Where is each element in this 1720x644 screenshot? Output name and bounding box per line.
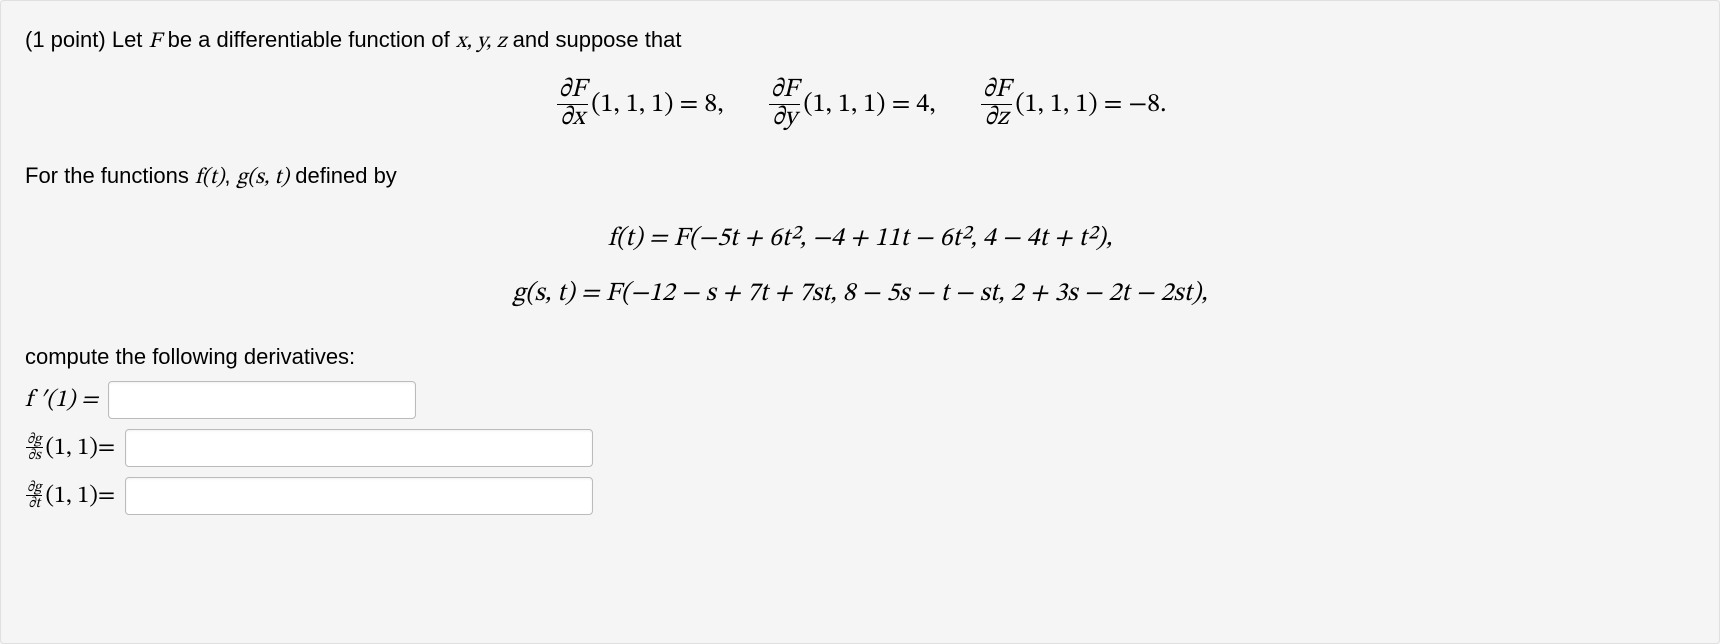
sym-xyz: x, y, z (456, 31, 507, 53)
ans3-input[interactable] (125, 477, 593, 515)
eq-z: = (1098, 92, 1129, 118)
partial-z: ∂F ∂z (1, 1, 1) = −8. (978, 77, 1167, 133)
partial-x: ∂F ∂x (1, 1, 1) = 8, (554, 77, 724, 133)
for-pre: For the functions (25, 163, 195, 188)
dy: ∂y (772, 105, 797, 131)
pt-z: (1, 1, 1) (1015, 92, 1097, 118)
val-y: 4, (916, 92, 935, 118)
points-prefix: (1 point) (25, 27, 112, 52)
pt-x: (1, 1, 1) (591, 92, 673, 118)
dx: ∂x (560, 105, 585, 131)
ans3-dt: ∂t (26, 495, 42, 511)
dF-z: ∂F (983, 77, 1011, 103)
ans2-label: ∂g ∂s (1, 1) = (25, 432, 115, 463)
pt-y: (1, 1, 1) (803, 92, 885, 118)
ans3-pt: (1, 1) (45, 481, 97, 511)
val-z: −8. (1128, 92, 1166, 118)
ans2-pt: (1, 1) (45, 433, 97, 463)
answer-row-1: f ′(1) = (25, 379, 1695, 421)
ans1-input[interactable] (108, 381, 416, 419)
ans2-dg: ∂g (25, 432, 43, 447)
ans2-eq: = (98, 433, 115, 463)
g-def-text: g(s, t) = F(−12 − s + 7t + 7st, 8 − 5s −… (513, 281, 1208, 307)
f-definition: f(t) = F(−5t + 6t², −4 + 11t − 6t², 4 − … (25, 219, 1695, 261)
answer-row-2: ∂g ∂s (1, 1) = (25, 427, 1695, 469)
compute-line: compute the following derivatives: (25, 340, 1695, 373)
answer-row-3: ∂g ∂t (1, 1) = (25, 475, 1695, 517)
intro-suffix: and suppose that (507, 27, 682, 52)
partials-row: ∂F ∂x (1, 1, 1) = 8, ∂F ∂y (1, 1, 1) = 4… (25, 77, 1695, 133)
eq-x: = (673, 92, 704, 118)
val-x: 8, (704, 92, 723, 118)
intro-before: Let (112, 27, 149, 52)
g-definition: g(s, t) = F(−12 − s + 7t + 7st, 8 − 5s −… (25, 274, 1695, 316)
problem-container: (1 point) Let F be a differentiable func… (0, 0, 1720, 644)
intro-mid: be a differentiable function of (161, 27, 455, 52)
ans1-label: f ′(1) = (25, 385, 98, 415)
for-post: defined by (289, 163, 397, 188)
ans3-dg: ∂g (25, 480, 43, 495)
sym-F: F (149, 31, 162, 53)
fn-ft: f(t) (195, 167, 224, 189)
f-def-text: f(t) = F(−5t + 6t², −4 + 11t − 6t², 4 − … (608, 226, 1112, 252)
partial-y: ∂F ∂y (1, 1, 1) = 4, (766, 77, 936, 133)
dF-x: ∂F (559, 77, 587, 103)
ans2-ds: ∂s (26, 447, 43, 463)
dz: ∂z (984, 105, 1008, 131)
dF-y: ∂F (771, 77, 799, 103)
ans3-label: ∂g ∂t (1, 1) = (25, 480, 115, 511)
fn-gst: g(s, t) (237, 167, 290, 189)
intro-line: (1 point) Let F be a differentiable func… (25, 23, 1695, 59)
comma: , (224, 163, 236, 188)
ans2-input[interactable] (125, 429, 593, 467)
eq-y: = (885, 92, 916, 118)
for-functions-line: For the functions f(t), g(s, t) defined … (25, 159, 1695, 195)
ans3-eq: = (98, 481, 115, 511)
